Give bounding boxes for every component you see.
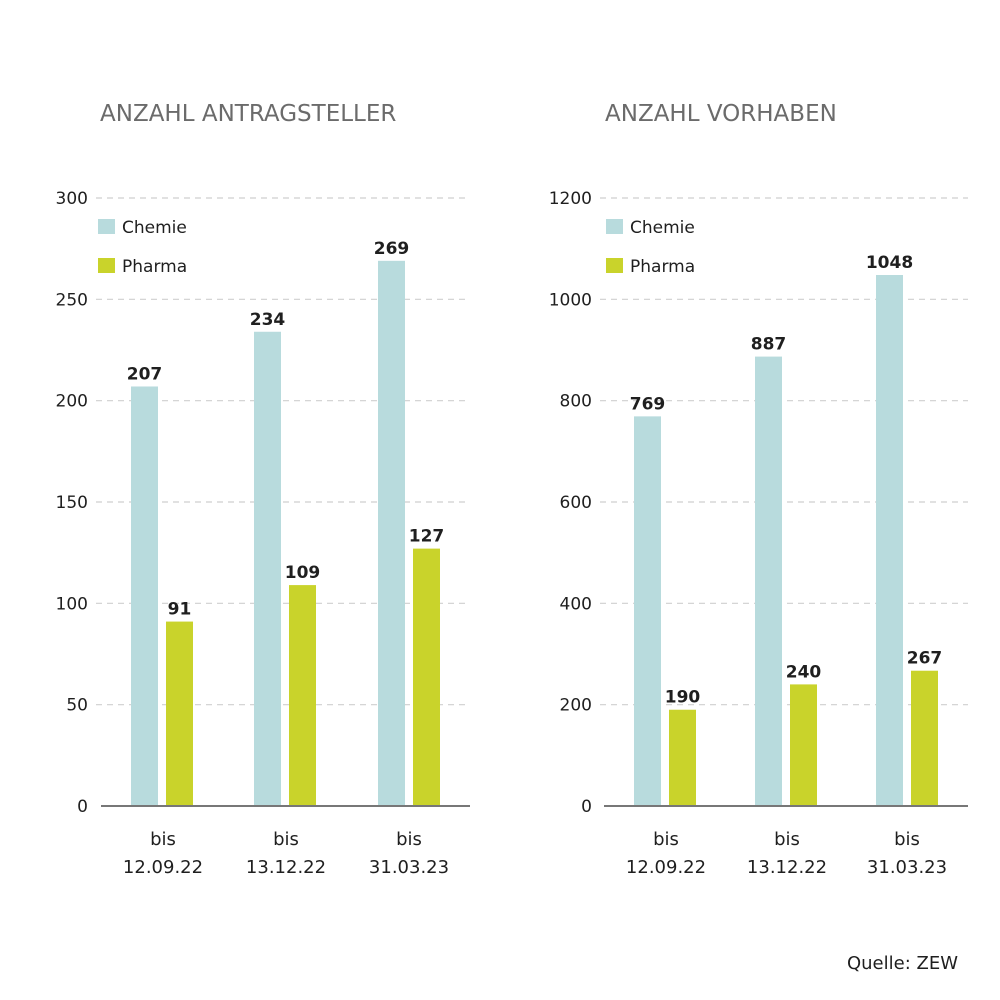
pharma-bar — [413, 548, 440, 806]
legend-swatch-chemie — [606, 219, 623, 234]
y-tick-label: 800 — [560, 392, 592, 412]
chemie-bar — [378, 260, 405, 806]
chart-title: ANZAHL VORHABEN — [605, 101, 837, 127]
x-category-label: bis — [894, 829, 920, 850]
y-tick-label: 400 — [560, 594, 592, 614]
legend-label-chemie: Chemie — [630, 218, 695, 238]
y-tick-label: 1200 — [549, 189, 592, 209]
x-category-label: bis — [774, 829, 800, 850]
chart-title: ANZAHL ANTRAGSTELLER — [100, 101, 396, 127]
pharma-value-label: 240 — [786, 662, 822, 682]
legend-label-pharma: Pharma — [122, 257, 187, 277]
chemie-bar — [131, 386, 158, 806]
chemie-value-label: 269 — [374, 239, 410, 259]
x-category-label: 13.12.22 — [246, 857, 326, 878]
pharma-value-label: 109 — [285, 563, 321, 583]
x-category-label: 13.12.22 — [747, 857, 827, 878]
y-tick-label: 200 — [56, 392, 88, 412]
chemie-value-label: 1048 — [866, 253, 913, 273]
chemie-bar — [634, 416, 661, 806]
chemie-bar — [254, 331, 281, 806]
y-tick-label: 0 — [77, 797, 88, 817]
y-tick-label: 250 — [56, 290, 88, 310]
x-category-label: bis — [273, 829, 299, 850]
chemie-value-label: 234 — [250, 310, 286, 330]
y-tick-label: 150 — [56, 493, 88, 513]
x-category-label: bis — [150, 829, 176, 850]
pharma-value-label: 91 — [168, 600, 192, 620]
x-category-label: 31.03.23 — [369, 857, 449, 878]
x-category-label: 12.09.22 — [123, 857, 203, 878]
pharma-bar — [166, 621, 193, 806]
pharma-bar — [289, 585, 316, 806]
x-category-label: bis — [396, 829, 422, 850]
legend-swatch-pharma — [98, 258, 115, 273]
y-tick-label: 300 — [56, 189, 88, 209]
y-tick-label: 200 — [560, 696, 592, 716]
legend-swatch-pharma — [606, 258, 623, 273]
x-category-label: 31.03.23 — [867, 857, 947, 878]
pharma-bar — [790, 684, 817, 806]
x-category-label: bis — [653, 829, 679, 850]
y-tick-label: 1000 — [549, 290, 592, 310]
chemie-bar — [876, 275, 903, 807]
y-tick-label: 0 — [581, 797, 592, 817]
source-note: Quelle: ZEW — [846, 953, 958, 974]
pharma-value-label: 267 — [907, 649, 943, 669]
x-category-label: 12.09.22 — [626, 857, 706, 878]
chemie-value-label: 887 — [751, 335, 787, 355]
pharma-value-label: 190 — [665, 688, 701, 708]
legend-label-chemie: Chemie — [122, 218, 187, 238]
pharma-bar — [911, 670, 938, 806]
chemie-value-label: 207 — [127, 364, 163, 384]
y-tick-label: 50 — [66, 696, 88, 716]
y-tick-label: 600 — [560, 493, 592, 513]
legend-label-pharma: Pharma — [630, 257, 695, 277]
pharma-value-label: 127 — [409, 527, 445, 547]
chemie-value-label: 769 — [630, 394, 666, 414]
chemie-bar — [755, 356, 782, 806]
pharma-bar — [669, 709, 696, 806]
y-tick-label: 100 — [56, 594, 88, 614]
legend-swatch-chemie — [98, 219, 115, 234]
